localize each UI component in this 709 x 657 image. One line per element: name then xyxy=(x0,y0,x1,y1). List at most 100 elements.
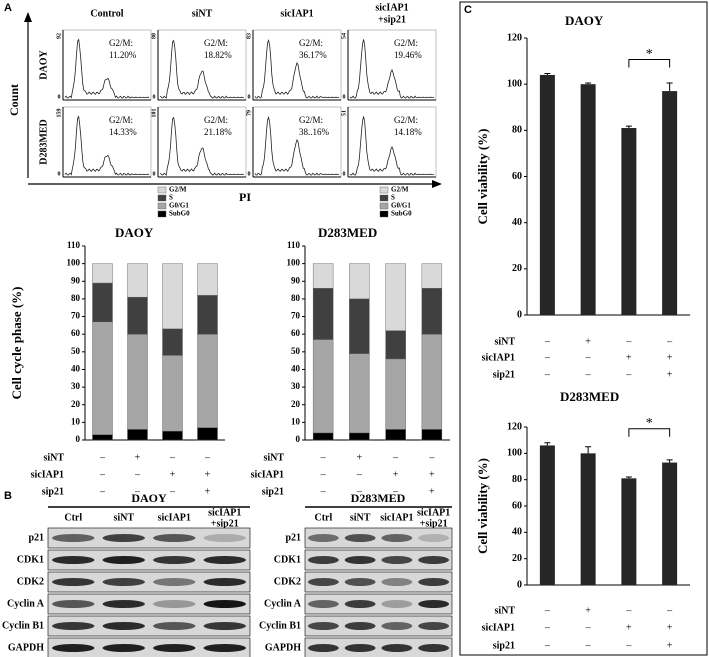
blot-band xyxy=(381,534,413,542)
blot-band xyxy=(203,578,246,586)
blot-band xyxy=(307,578,339,586)
condition-sign: + xyxy=(205,469,211,480)
blot-band xyxy=(381,600,413,608)
y-tick-label: 80 xyxy=(512,125,522,136)
blot-strip xyxy=(304,549,453,571)
bar-segment xyxy=(385,330,406,360)
condition-label: siNT xyxy=(494,605,515,616)
legend-label: G0/G1 xyxy=(169,202,189,210)
blot-band xyxy=(153,622,196,630)
g2m-label: G2/M: xyxy=(394,38,418,48)
bar-segment xyxy=(162,328,183,356)
lane-label: siNT xyxy=(350,512,371,523)
blot-band xyxy=(344,644,376,652)
blot-band xyxy=(418,556,450,564)
histogram-ymax: 79 xyxy=(246,110,252,116)
error-bar xyxy=(544,73,551,75)
y-tick-label: 80 xyxy=(291,293,301,303)
y-tick-label: 20 xyxy=(512,553,522,564)
blot-band xyxy=(102,644,145,652)
histogram-curve xyxy=(64,38,150,99)
condition-sign: – xyxy=(356,486,363,497)
histogram-zero: 0 xyxy=(343,171,346,177)
condition-sign: – xyxy=(204,452,211,463)
blot-band xyxy=(153,534,196,542)
arrow-head xyxy=(24,12,32,22)
condition-label: siNT xyxy=(43,452,64,463)
bar-segment xyxy=(92,282,113,323)
y-tick-label: 10 xyxy=(71,416,81,426)
condition-sign: – xyxy=(428,452,435,463)
panel-label: C xyxy=(464,4,472,16)
legend-swatch xyxy=(379,186,389,194)
condition-sign: + xyxy=(626,622,632,633)
condition-sign: + xyxy=(585,605,591,616)
histogram-ymax: 54 xyxy=(341,33,347,39)
bar xyxy=(621,128,637,315)
histogram-ymax: 83 xyxy=(246,33,252,39)
y-tick-label: 70 xyxy=(71,311,81,321)
blot-band xyxy=(307,534,339,542)
blot-band xyxy=(153,578,196,586)
condition-sign: – xyxy=(625,369,632,380)
blot-band xyxy=(52,556,95,564)
condition-sign: – xyxy=(320,452,327,463)
y-tick-label: 100 xyxy=(507,448,522,459)
g2m-value: 14.18% xyxy=(394,127,422,137)
bar-segment xyxy=(421,429,443,441)
y-tick-label: 120 xyxy=(507,32,522,43)
significance-bracket xyxy=(628,428,671,437)
arrow-head xyxy=(432,180,442,188)
condition-label: sip21 xyxy=(493,640,515,651)
error-bar xyxy=(544,442,551,446)
condition-sign: – xyxy=(585,369,592,380)
y-tick-label: 20 xyxy=(512,263,522,274)
legend-swatch xyxy=(157,186,167,194)
histogram-zero: 0 xyxy=(58,171,61,177)
lane-label: sicIAP1 xyxy=(417,507,450,518)
y-tick-label: 0 xyxy=(517,579,522,590)
lane-label: sicIAP1 xyxy=(208,507,241,518)
bar-segment xyxy=(92,434,113,441)
blot-band xyxy=(102,534,145,542)
histogram-ymax: 80 xyxy=(151,33,157,39)
panel-c-frame xyxy=(459,1,708,656)
y-tick-label: 100 xyxy=(67,258,81,268)
histogram-frame xyxy=(157,29,247,101)
blot-title: D283MED xyxy=(351,491,406,505)
y-tick-label: 60 xyxy=(291,328,301,338)
y-tick-label: 110 xyxy=(287,240,301,250)
blot-row-label: p21 xyxy=(28,532,44,543)
blot-strip xyxy=(47,593,251,615)
condition-sign: + xyxy=(667,352,673,363)
blot-row-label: p21 xyxy=(285,532,301,543)
blot-strip xyxy=(47,571,251,593)
blot-band xyxy=(153,644,196,652)
y-tick-label: 60 xyxy=(512,500,522,511)
significance-label: * xyxy=(646,416,653,431)
blot-strip xyxy=(47,527,251,549)
y-tick-label: 40 xyxy=(291,364,301,374)
condition-sign: – xyxy=(544,336,551,347)
histogram-frame xyxy=(252,29,342,101)
g2m-value: 36.17% xyxy=(299,50,327,60)
blot-strip xyxy=(304,615,453,637)
g2m-label: G2/M: xyxy=(109,115,133,125)
histogram-frame xyxy=(347,29,437,101)
histogram-zero: 0 xyxy=(58,94,61,100)
condition-label: sicIAP1 xyxy=(251,469,284,480)
g2m-label: G2/M: xyxy=(204,38,228,48)
blot-band xyxy=(381,644,413,652)
y-tick-label: 0 xyxy=(296,434,301,444)
histogram-zero: 0 xyxy=(153,171,156,177)
chart-title: D283MED xyxy=(318,225,377,240)
g2m-label: G2/M: xyxy=(299,115,323,125)
condition-sign: – xyxy=(544,640,551,651)
histogram-curve xyxy=(349,116,435,176)
g2m-value: 38..16% xyxy=(299,127,330,137)
g2m-label: G2/M: xyxy=(109,38,133,48)
blot-band xyxy=(381,622,413,630)
blot-strip xyxy=(47,615,251,637)
bar-segment xyxy=(421,263,443,289)
bar-segment xyxy=(197,263,218,296)
